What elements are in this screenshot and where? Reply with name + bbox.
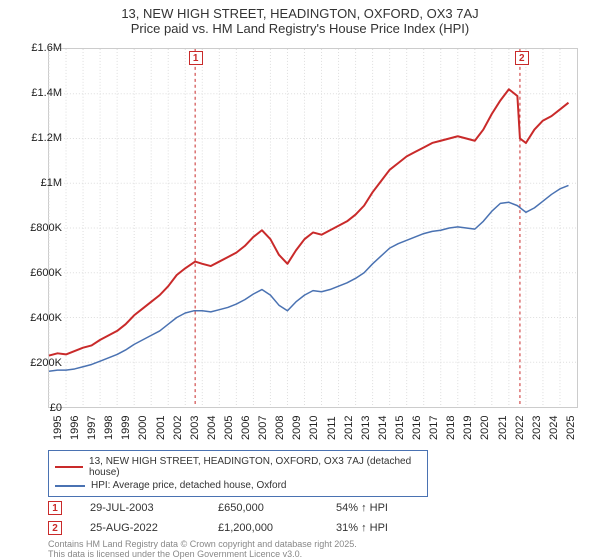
- ytick-label: £800K: [12, 222, 62, 234]
- xtick-label: 1996: [69, 416, 81, 440]
- xtick-label: 1995: [52, 416, 64, 440]
- series-line: [49, 89, 568, 355]
- xtick-label: 2017: [428, 416, 440, 440]
- sale-row: 1 29-JUL-2003 £650,000 54% ↑ HPI: [48, 498, 578, 518]
- sale-table: 1 29-JUL-2003 £650,000 54% ↑ HPI 2 25-AUG-202…: [48, 498, 578, 538]
- xtick-label: 2005: [223, 416, 235, 440]
- sale-date: 29-JUL-2003: [90, 502, 190, 514]
- xtick-label: 2024: [548, 416, 560, 440]
- sale-marker-box: 1: [189, 51, 203, 65]
- ytick-label: £600K: [12, 267, 62, 279]
- xtick-label: 2014: [377, 416, 389, 440]
- sale-delta: 31% ↑ HPI: [336, 522, 388, 534]
- sale-delta: 54% ↑ HPI: [336, 502, 388, 514]
- legend-label: 13, NEW HIGH STREET, HEADINGTON, OXFORD,…: [89, 456, 421, 478]
- ytick-label: £1M: [12, 177, 62, 189]
- chart-title-subtitle: Price paid vs. HM Land Registry's House …: [0, 21, 600, 36]
- xtick-label: 2007: [257, 416, 269, 440]
- xtick-label: 2012: [343, 416, 355, 440]
- series-line: [49, 185, 568, 371]
- ytick-label: £400K: [12, 312, 62, 324]
- legend-swatch: [55, 466, 83, 468]
- legend-label: HPI: Average price, detached house, Oxfo…: [91, 480, 287, 491]
- ytick-label: £1.6M: [12, 42, 62, 54]
- xtick-label: 2009: [291, 416, 303, 440]
- sale-marker-box: 2: [515, 51, 529, 65]
- xtick-label: 2011: [326, 416, 338, 440]
- xtick-label: 2010: [308, 416, 320, 440]
- chart-container: 13, NEW HIGH STREET, HEADINGTON, OXFORD,…: [0, 0, 600, 560]
- xtick-label: 2006: [240, 416, 252, 440]
- sale-price: £1,200,000: [218, 522, 308, 534]
- legend-item: HPI: Average price, detached house, Oxfo…: [55, 479, 421, 492]
- sale-marker: 2: [48, 521, 62, 535]
- xtick-label: 2021: [497, 416, 509, 440]
- chart-svg: [49, 49, 577, 407]
- xtick-label: 2008: [274, 416, 286, 440]
- sale-row: 2 25-AUG-2022 £1,200,000 31% ↑ HPI: [48, 518, 578, 538]
- xtick-label: 2004: [206, 416, 218, 440]
- xtick-label: 2016: [411, 416, 423, 440]
- xtick-label: 1997: [86, 416, 98, 440]
- xtick-label: 1998: [103, 416, 115, 440]
- plot-area: 12: [48, 48, 578, 408]
- sale-date: 25-AUG-2022: [90, 522, 190, 534]
- xtick-label: 2013: [360, 416, 372, 440]
- xtick-label: 1999: [120, 416, 132, 440]
- ytick-label: £1.4M: [12, 87, 62, 99]
- attribution-line2: This data is licensed under the Open Gov…: [48, 550, 357, 560]
- sale-marker: 1: [48, 501, 62, 515]
- legend: 13, NEW HIGH STREET, HEADINGTON, OXFORD,…: [48, 450, 428, 497]
- xtick-label: 2003: [189, 416, 201, 440]
- legend-swatch: [55, 485, 85, 487]
- xtick-label: 2022: [514, 416, 526, 440]
- xtick-label: 2000: [137, 416, 149, 440]
- ytick-label: £1.2M: [12, 132, 62, 144]
- title-block: 13, NEW HIGH STREET, HEADINGTON, OXFORD,…: [0, 0, 600, 38]
- xtick-label: 2025: [565, 416, 577, 440]
- xtick-label: 2015: [394, 416, 406, 440]
- legend-item: 13, NEW HIGH STREET, HEADINGTON, OXFORD,…: [55, 455, 421, 479]
- sale-price: £650,000: [218, 502, 308, 514]
- ytick-label: £0: [12, 402, 62, 414]
- attribution: Contains HM Land Registry data © Crown c…: [48, 540, 357, 560]
- xtick-label: 2001: [155, 416, 167, 440]
- xtick-label: 2019: [462, 416, 474, 440]
- ytick-label: £200K: [12, 357, 62, 369]
- xtick-label: 2023: [531, 416, 543, 440]
- xtick-label: 2018: [445, 416, 457, 440]
- xtick-label: 2002: [172, 416, 184, 440]
- xtick-label: 2020: [479, 416, 491, 440]
- chart-title-address: 13, NEW HIGH STREET, HEADINGTON, OXFORD,…: [0, 6, 600, 21]
